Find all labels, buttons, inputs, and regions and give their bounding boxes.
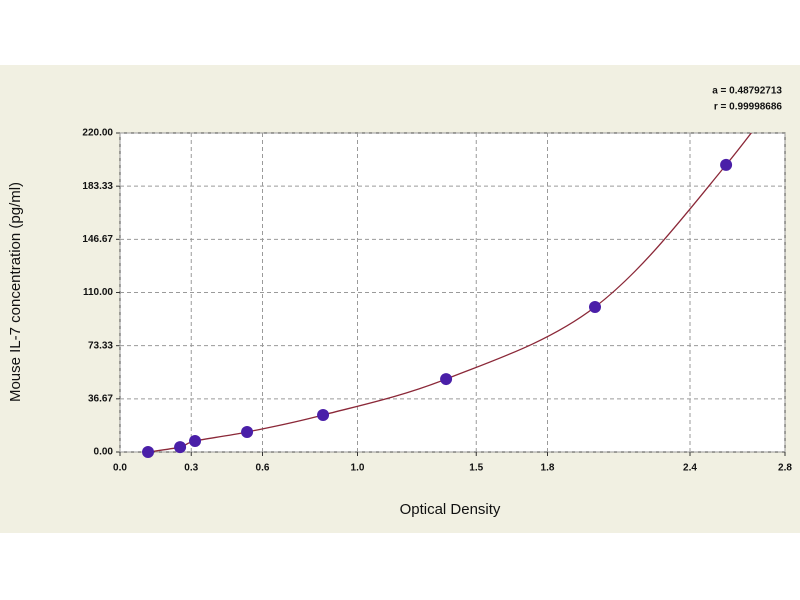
y-tick-label: 110.00 bbox=[83, 287, 113, 298]
annotation: a = 0.48792713 bbox=[712, 86, 782, 97]
x-tick-label: 0.6 bbox=[256, 463, 270, 474]
y-tick-label: 0.00 bbox=[94, 447, 114, 458]
data-point bbox=[589, 301, 601, 313]
data-point bbox=[142, 446, 155, 458]
annotation: r = 0.99998686 bbox=[714, 102, 783, 113]
x-tick-label: 2.8 bbox=[778, 463, 792, 474]
y-tick-label: 36.67 bbox=[88, 393, 113, 404]
y-axis-title: Mouse IL-7 concentration (pg/ml) bbox=[7, 182, 24, 402]
data-point bbox=[317, 409, 330, 422]
data-point bbox=[174, 441, 187, 454]
y-tick-label: 146.67 bbox=[82, 234, 113, 245]
x-tick-label: 0.3 bbox=[184, 463, 198, 474]
x-tick-label: 0.0 bbox=[113, 463, 127, 474]
data-point bbox=[720, 158, 733, 171]
data-point bbox=[241, 425, 254, 438]
data-point bbox=[189, 434, 202, 447]
data-point bbox=[440, 373, 453, 386]
x-tick-label: 1.0 bbox=[351, 463, 365, 474]
y-tick-label: 220.00 bbox=[82, 128, 113, 139]
x-tick-label: 1.8 bbox=[541, 463, 555, 474]
x-axis-title: Optical Density bbox=[400, 501, 501, 518]
y-tick-label: 73.33 bbox=[88, 340, 113, 351]
x-tick-label: 2.4 bbox=[683, 463, 697, 474]
y-tick-label: 183.33 bbox=[82, 181, 113, 192]
x-tick-label: 1.5 bbox=[469, 463, 483, 474]
